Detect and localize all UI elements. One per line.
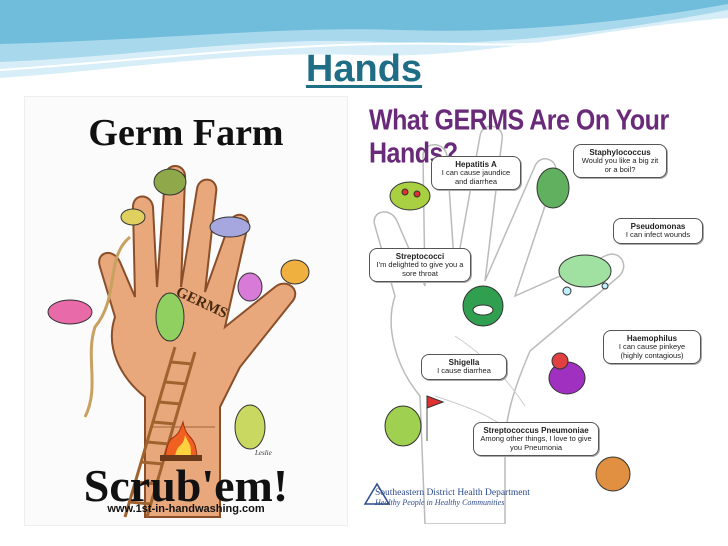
- staphylococcus-germ: [536, 167, 570, 209]
- germ-name: Staphylococcus: [589, 148, 651, 157]
- germ-name: Streptococci: [395, 252, 445, 261]
- germ-name: Haemophilus: [626, 334, 678, 343]
- germ-caption: I can infect wounds: [625, 230, 691, 240]
- ladder: [123, 346, 197, 518]
- haemophilus-germ: [548, 352, 586, 395]
- germ-farm-poster: GERMS Leslie Germ Farm Scrub'em! www.1st…: [24, 96, 348, 526]
- streptococci-germ: [462, 285, 504, 327]
- pneumoniae-germ: [595, 456, 631, 492]
- germ-name: Streptococcus Pneumoniae: [483, 426, 589, 435]
- department-slogan: Healthy People in Healthy Communities: [375, 498, 505, 507]
- hand-outline-illustration: [363, 125, 631, 524]
- shigella-germ: [384, 395, 445, 447]
- germ-caption: I'm delighted to give you a sore throat: [376, 260, 464, 278]
- health-department-logo: Southeastern District Health Department …: [375, 488, 530, 507]
- speech-bubble-pneumoniae: Streptococcus Pneumoniae Among other thi…: [473, 422, 599, 457]
- speech-bubble-streptococci: Streptococci I'm delighted to give you a…: [369, 248, 471, 283]
- header-wave-decoration: [0, 0, 728, 110]
- pseudomonas-germ: [558, 254, 612, 296]
- germ-caption: I can cause pinkeye (highly contagious): [618, 342, 686, 360]
- svg-text:Leslie: Leslie: [254, 449, 272, 457]
- speech-bubble-pseudomonas: Pseudomonas I can infect wounds: [613, 218, 703, 244]
- germ-name: Pseudomonas: [630, 222, 686, 231]
- speech-bubble-haemophilus: Haemophilus I can cause pinkeye (highly …: [603, 330, 701, 365]
- speech-bubble-staphylococcus: Staphylococcus Would you like a big zit …: [573, 144, 667, 179]
- scrub-em-slogan: Scrub'em!: [83, 460, 289, 511]
- speech-bubble-hepatitis: Hepatitis A I can cause jaundice and dia…: [431, 156, 521, 191]
- germ-farm-title: Germ Farm: [88, 112, 284, 154]
- germ-caption: Among other things, I love to give you P…: [480, 434, 592, 452]
- germ-name: Hepatitis A: [455, 160, 497, 169]
- hepatitis-germ: [389, 181, 431, 211]
- speech-bubble-shigella: Shigella I cause diarrhea: [421, 354, 507, 380]
- germ-caption: Would you like a big zit or a boil?: [581, 156, 659, 174]
- germ-name: Shigella: [448, 358, 480, 367]
- department-name: Southeastern District Health Department: [375, 488, 530, 498]
- germ-farm-illustration: GERMS Leslie: [47, 165, 310, 518]
- handwashing-url: www.1st-in-handwashing.com: [107, 503, 265, 515]
- germ-caption: I can cause jaundice and diarrhea: [441, 168, 511, 186]
- what-germs-poster: What GERMS Are On Your Hands? Hepatitis …: [355, 96, 713, 524]
- germ-caption: I cause diarrhea: [437, 366, 491, 376]
- slide-title: Hands: [305, 48, 423, 90]
